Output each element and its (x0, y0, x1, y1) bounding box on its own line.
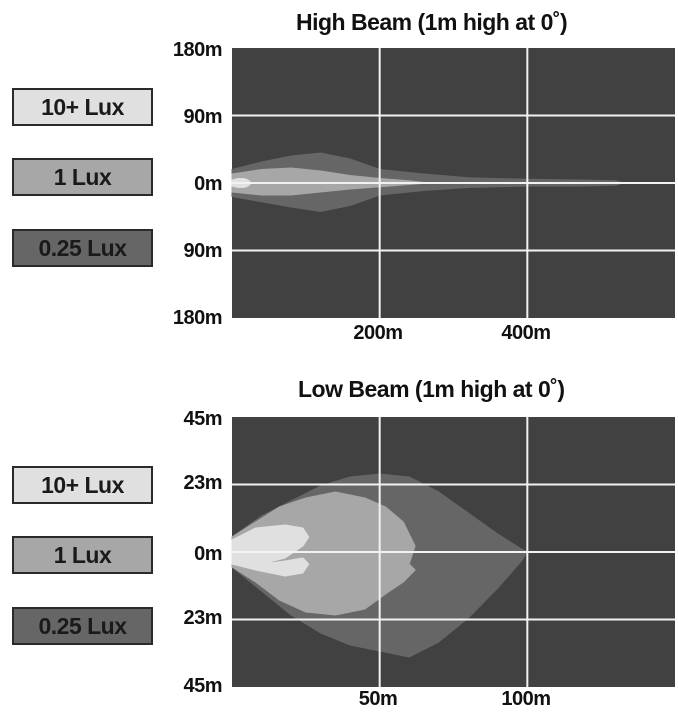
y-tick-label: 0m (194, 173, 222, 195)
y-tick-label: 180m (172, 307, 223, 329)
y-tick-label: 23m (183, 472, 222, 494)
x-tick-label: 200m (353, 322, 403, 344)
plot-area (231, 48, 675, 318)
legend-item-0-25-lux: 0.25 Lux (12, 607, 153, 645)
legend-item-1-lux: 1 Lux (12, 536, 153, 574)
y-tick-label: 45m (183, 408, 222, 430)
chart-title: High Beam (1m high at 0˚) (296, 9, 568, 35)
low-beam-chart: Low Beam (1m high at 0˚) 10+ Lux 1 Lux 0… (0, 372, 678, 715)
x-tick-label: 100m (501, 688, 551, 710)
y-tick-label: 180m (172, 39, 223, 61)
y-tick-label: 23m (183, 607, 222, 629)
y-tick-label: 90m (183, 106, 222, 128)
y-tick-label: 0m (194, 543, 222, 565)
y-tick-label: 90m (183, 240, 222, 262)
x-tick-label: 400m (501, 322, 551, 344)
lux-contour-1 (231, 491, 416, 616)
high-beam-chart: High Beam (1m high at 0˚) 10+ Lux 1 Lux … (0, 0, 678, 350)
plot-area (231, 417, 675, 687)
legend-item-1-lux: 1 Lux (12, 158, 153, 196)
y-tick-label: 45m (183, 675, 222, 697)
legend-item-10-lux: 10+ Lux (12, 466, 153, 504)
chart-title: Low Beam (1m high at 0˚) (298, 376, 565, 402)
x-tick-label: 50m (358, 688, 398, 710)
legend-item-0-25-lux: 0.25 Lux (12, 229, 153, 267)
legend-item-10-lux: 10+ Lux (12, 88, 153, 126)
lux-contour-10 (231, 524, 310, 577)
